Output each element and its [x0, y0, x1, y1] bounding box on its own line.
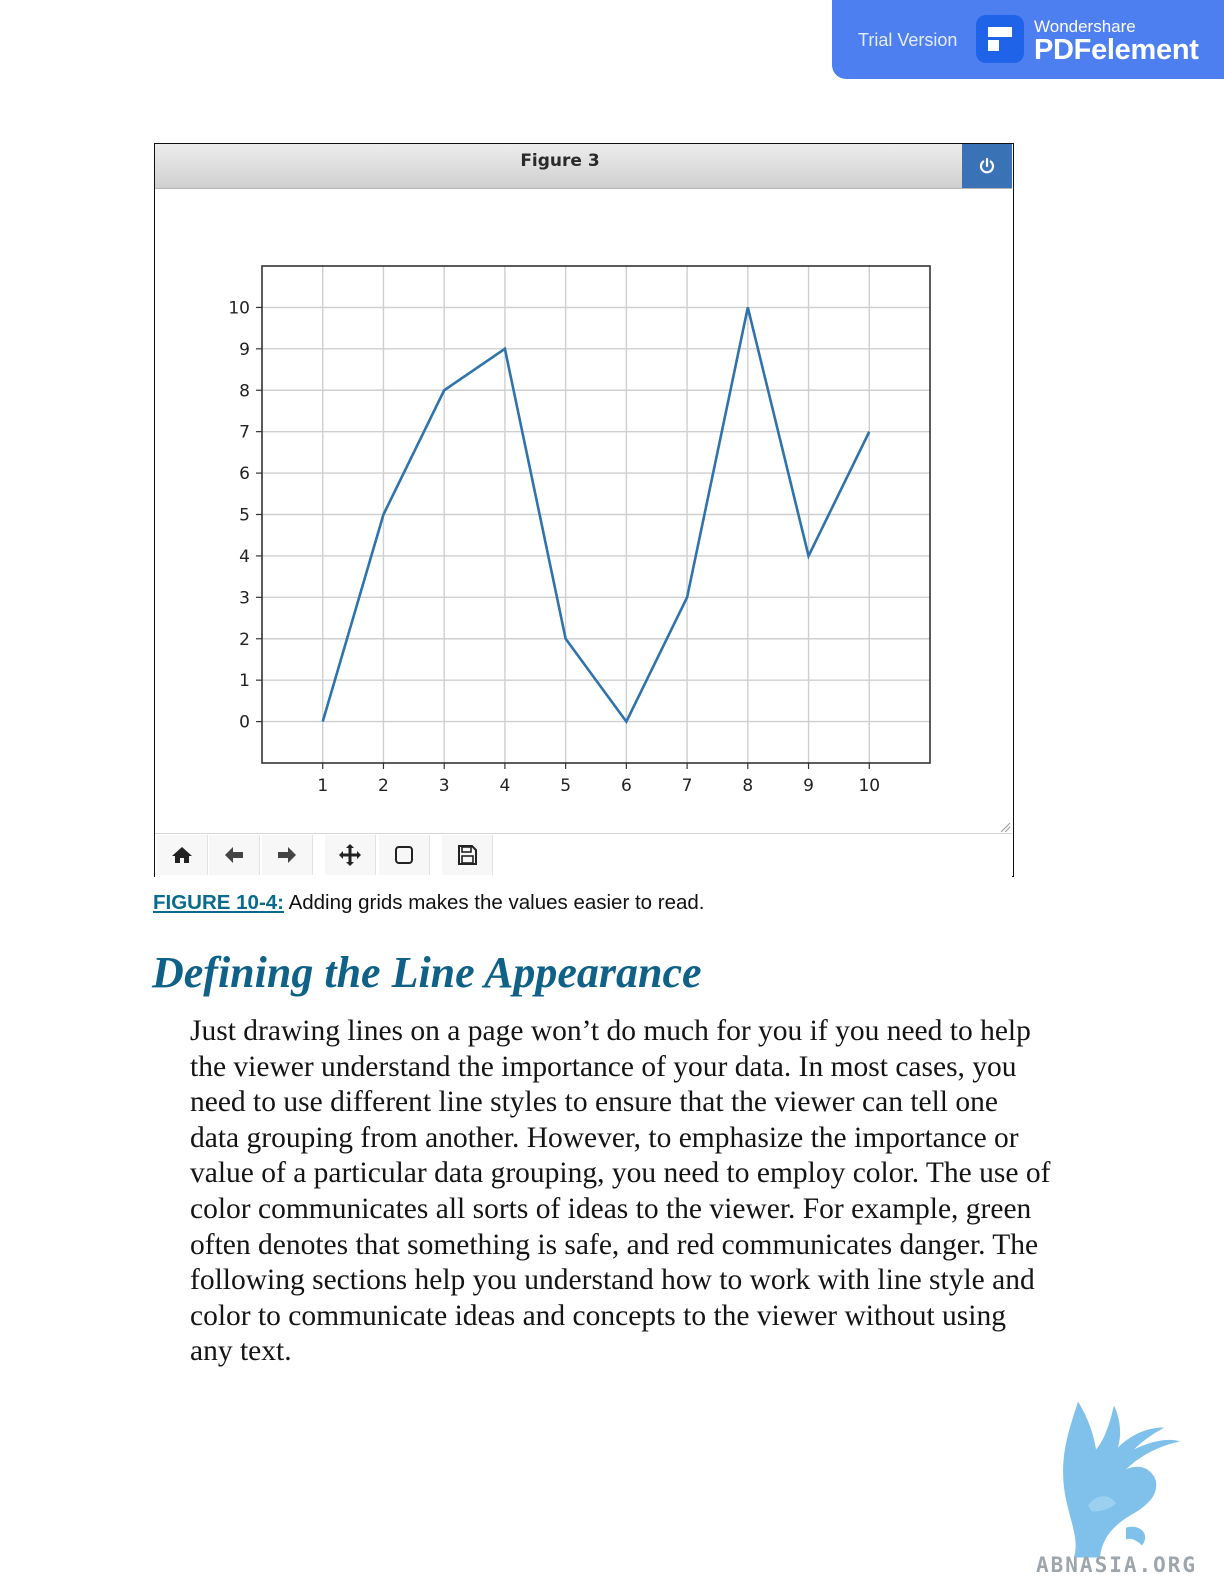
body-line: data grouping from another. However, to …: [190, 1121, 1019, 1154]
y-tick-label: 1: [239, 671, 250, 691]
x-tick-label: 4: [499, 776, 510, 796]
window-titlebar: Figure 3: [155, 144, 1012, 189]
body-line: any text.: [190, 1335, 292, 1368]
zoom-rect-icon[interactable]: [379, 835, 430, 875]
caption-text: Adding grids makes the values easier to …: [284, 891, 705, 914]
x-tick-label: 7: [682, 776, 693, 796]
figure-caption: FIGURE 10-4: Adding grids makes the valu…: [153, 891, 705, 915]
x-tick-label: 9: [803, 776, 814, 796]
body-line: need to use different line styles to ens…: [190, 1086, 998, 1119]
section-heading: Defining the Line Appearance: [152, 948, 702, 997]
watermark-text: ABNASIA.ORG: [1036, 1553, 1198, 1577]
body-line: color to communicate ideas and concepts …: [190, 1299, 1006, 1332]
figure-window: 1 2 3 4 5 6 7 8 9 10 0 1 2 3 4 5 6 7 8 9 10 Figure 3: [154, 143, 1014, 877]
x-tick-label: 3: [439, 776, 450, 796]
y-tick-label: 3: [239, 588, 250, 608]
brand-product: PDFelement: [1034, 34, 1199, 66]
save-icon[interactable]: [442, 835, 493, 875]
x-tick-label: 8: [742, 776, 753, 796]
griffin-logo-icon: [1063, 1401, 1180, 1558]
y-tick-label: 8: [239, 381, 250, 401]
body-line: Just drawing lines on a page won’t do mu…: [190, 1015, 1031, 1047]
y-tick-label: 2: [239, 630, 250, 650]
x-tick-label: 5: [560, 776, 571, 796]
body-paragraph: Just drawing lines on a page won’t do mu…: [190, 1014, 1090, 1370]
resize-grip-icon[interactable]: [999, 821, 1011, 833]
y-tick-label: 10: [228, 298, 250, 318]
trial-banner[interactable]: Trial Version Wondershare PDFelement: [832, 0, 1224, 79]
trial-version-label: Trial Version: [858, 30, 958, 50]
x-tick-label: 2: [378, 776, 389, 796]
y-tick-label: 4: [239, 547, 250, 567]
line-chart: 1 2 3 4 5 6 7 8 9 10 0 1 2 3 4 5 6 7 8 9 10: [228, 265, 931, 796]
forward-arrow-icon[interactable]: [262, 835, 313, 875]
figure-toolbar: [155, 833, 1012, 877]
series-line: [321, 307, 871, 725]
figure-number-link[interactable]: FIGURE 10-4:: [153, 891, 284, 914]
pdfelement-logo-icon: [976, 15, 1024, 63]
power-icon[interactable]: [962, 144, 1012, 188]
body-line: value of a particular data grouping, you…: [190, 1157, 1051, 1190]
y-tick-label: 9: [239, 340, 250, 360]
body-line: color communicates all sorts of ideas to…: [190, 1192, 1032, 1225]
pan-icon[interactable]: [325, 835, 376, 875]
x-tick-label: 10: [858, 776, 880, 796]
body-line: the viewer understand the importance of …: [190, 1050, 1017, 1083]
body-line: following sections help you understand h…: [190, 1264, 1035, 1297]
home-icon[interactable]: [157, 835, 208, 875]
y-tick-label: 7: [239, 423, 250, 443]
y-tick-label: 5: [239, 506, 250, 526]
back-arrow-icon[interactable]: [209, 835, 260, 875]
x-tick-label: 6: [621, 776, 632, 796]
brand-vendor: Wondershare: [1034, 17, 1136, 36]
window-title: Figure 3: [520, 151, 600, 171]
y-tick-label: 0: [239, 713, 250, 733]
y-tick-label: 6: [239, 464, 250, 484]
x-tick-label: 1: [317, 776, 328, 796]
body-line: often denotes that something is safe, an…: [190, 1228, 1039, 1261]
